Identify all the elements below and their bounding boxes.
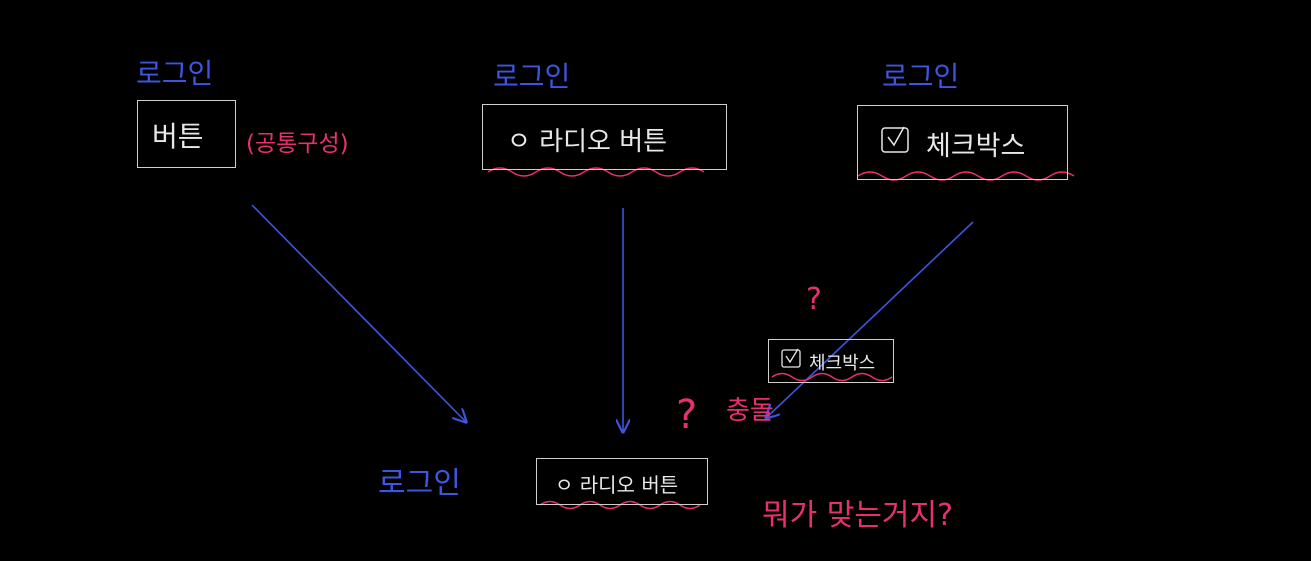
squiggle-radio-bottom bbox=[539, 500, 701, 510]
radio-result-box: ㅇ 라디오 버튼 bbox=[536, 458, 708, 505]
question-mark-middle: ? bbox=[806, 282, 822, 317]
arrow-checkbox-to-result bbox=[766, 221, 974, 418]
checkbox-small-box: 체크박스 bbox=[768, 339, 894, 383]
squiggle-checkbox-middle bbox=[771, 372, 893, 382]
checkbox-component-box: 체크박스 bbox=[857, 105, 1068, 180]
common-component-note: (공통구성) bbox=[246, 131, 349, 157]
radio-result-label: ㅇ 라디오 버튼 bbox=[555, 473, 679, 497]
question-mark-bottom: ? bbox=[676, 392, 698, 438]
login-title-radio: 로그인 bbox=[493, 60, 571, 93]
button-component-label: 버튼 bbox=[152, 120, 204, 153]
conflict-label: 충돌 bbox=[726, 396, 774, 426]
login-title-result: 로그인 bbox=[378, 466, 461, 501]
radio-component-box: ㅇ 라디오 버튼 bbox=[482, 104, 727, 170]
checkbox-small-label: 체크박스 bbox=[809, 353, 876, 374]
checkbox-icon-top bbox=[881, 126, 909, 153]
login-title-checkbox: 로그인 bbox=[882, 60, 960, 93]
radio-component-label: ㅇ 라디오 버튼 bbox=[507, 127, 668, 157]
checkbox-icon-middle bbox=[781, 348, 801, 368]
squiggle-checkbox-top bbox=[857, 171, 1075, 181]
login-title-button: 로그인 bbox=[136, 57, 214, 90]
arrow-button-to-result bbox=[251, 204, 466, 422]
remark-label: 뭐가 맞는거지? bbox=[762, 498, 954, 533]
checkbox-component-label: 체크박스 bbox=[926, 131, 1026, 162]
squiggle-radio-top bbox=[487, 167, 705, 177]
button-component-box: 버튼 bbox=[137, 100, 236, 168]
